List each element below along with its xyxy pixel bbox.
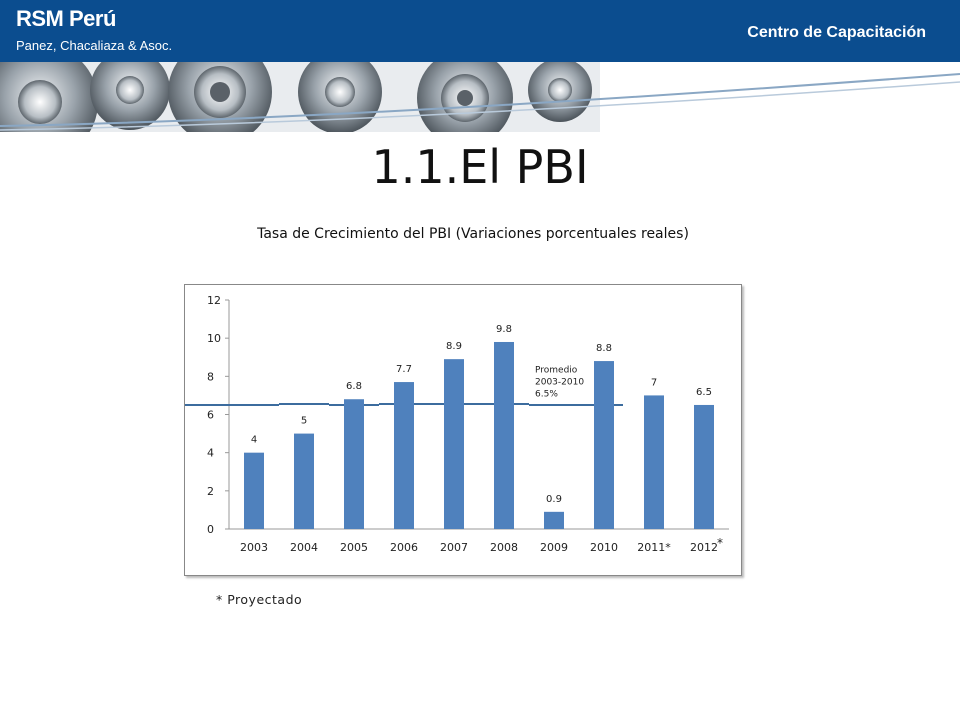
x-tick-label: 2011* — [637, 541, 671, 554]
bar-2004 — [294, 433, 314, 529]
average-label-line: 2003-2010 — [535, 378, 584, 388]
data-label: 8.8 — [596, 343, 612, 354]
x-tick-label: 2007 — [440, 541, 468, 554]
x-tick-label: 2005 — [340, 541, 368, 554]
data-label: 8.9 — [446, 341, 462, 352]
slide-title: 1.1.El PBI — [371, 140, 589, 194]
gears-banner — [0, 62, 960, 132]
bar-2012 — [694, 404, 714, 529]
x-tick-label: 2009 — [540, 541, 568, 554]
y-tick-label: 12 — [207, 294, 221, 307]
x-tick-label: 2006 — [390, 541, 418, 554]
bar-chart: 0 2 4 6 8 10 12 Promedio 2003-2010 6.5% 4 2003 5 20… — [185, 294, 729, 554]
data-label: 7 — [651, 377, 657, 388]
bar-2010 — [594, 361, 614, 529]
y-tick-label: 4 — [207, 447, 214, 460]
data-label: 7.7 — [396, 364, 412, 375]
data-label: 9.8 — [496, 324, 512, 335]
projection-marker: * — [717, 536, 723, 550]
x-tick-label: 2003 — [240, 541, 268, 554]
x-tick-label: 2012 — [690, 541, 718, 554]
x-tick-label: 2008 — [490, 541, 518, 554]
gear-icon — [0, 62, 98, 132]
average-label-line: Promedio — [535, 366, 578, 376]
y-tick-label: 8 — [207, 370, 214, 383]
chart-title: Tasa de Crecimiento del PBI (Variaciones… — [257, 226, 689, 242]
header-section-label: Centro de Capacitación — [747, 24, 926, 41]
x-tick-label: 2010 — [590, 541, 618, 554]
y-tick-label: 6 — [207, 409, 214, 422]
x-tick-label: 2004 — [290, 541, 318, 554]
data-label: 6.5 — [696, 387, 712, 398]
average-label-line: 6.5% — [535, 390, 558, 400]
bar-2011 — [644, 395, 664, 529]
gear-icon — [298, 62, 382, 132]
bar-2003 — [244, 452, 264, 529]
data-label: 6.8 — [346, 381, 362, 392]
average-label: Promedio 2003-2010 6.5% — [535, 366, 584, 400]
bar-2006 — [394, 382, 414, 529]
chart-area: 0 2 4 6 8 10 12 Promedio 2003-2010 6.5% 4 2003 5 20… — [184, 284, 742, 576]
y-tick-label: 10 — [207, 332, 221, 345]
header-bar: RSM Perú Panez, Chacaliaza & Asoc. Centr… — [0, 0, 960, 62]
brand-logo: RSM Perú — [16, 6, 116, 31]
gear-icon — [168, 62, 272, 132]
y-tick-label: 0 — [207, 523, 214, 536]
bar-2009 — [544, 511, 564, 529]
y-tick-label: 2 — [207, 485, 214, 498]
gear-icon — [90, 62, 170, 130]
bar-2007 — [444, 359, 464, 529]
bar-2008 — [494, 341, 514, 529]
projection-note: * Proyectado — [216, 592, 303, 607]
data-label: 0.9 — [546, 494, 562, 505]
bar-2005 — [344, 399, 364, 529]
brand-subtitle: Panez, Chacaliaza & Asoc. — [16, 38, 173, 53]
data-label: 5 — [301, 416, 307, 427]
gear-icon — [417, 62, 513, 132]
data-label: 4 — [251, 435, 257, 446]
